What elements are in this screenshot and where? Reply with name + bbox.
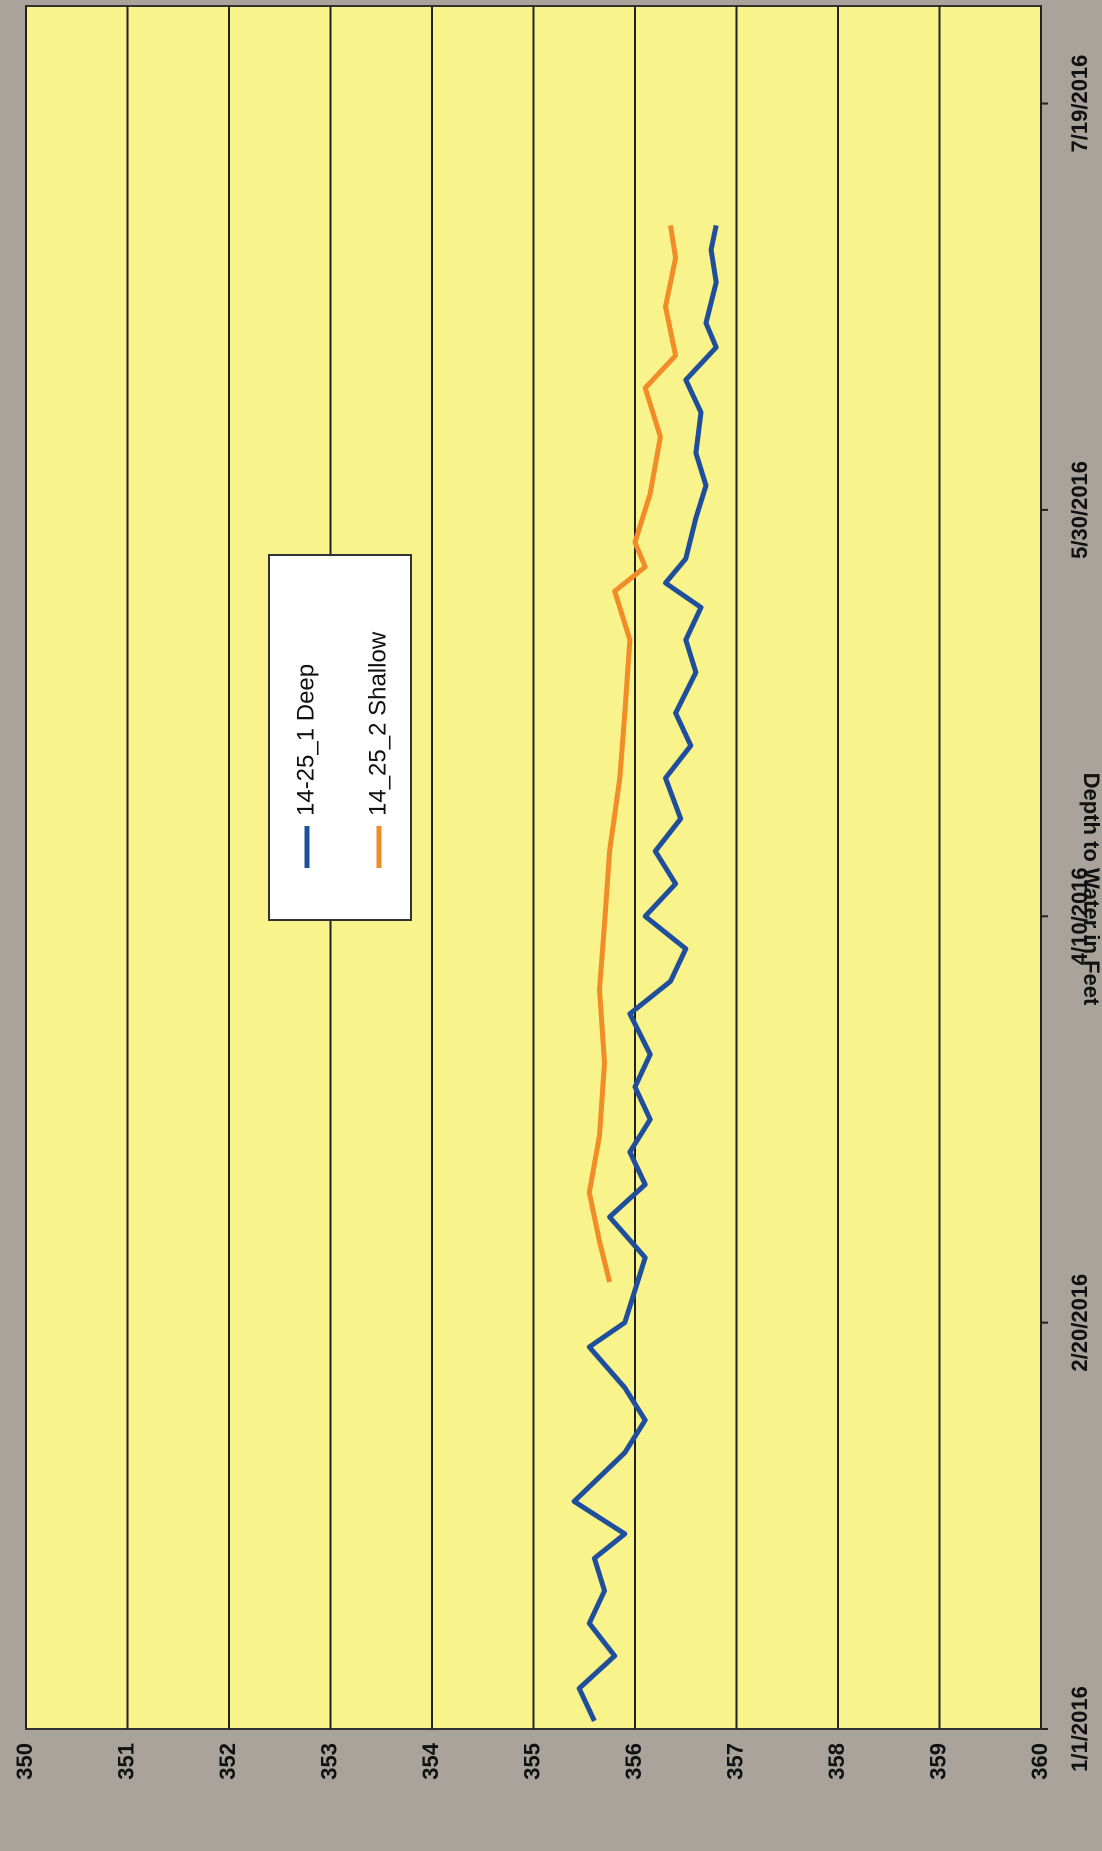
data-line — [586, 225, 679, 1283]
y-tick-label: 354 — [418, 1742, 443, 1779]
y-tick-label: 350 — [12, 1743, 37, 1780]
y-tick-label: 360 — [1027, 1743, 1052, 1780]
y-tick-label: 356 — [621, 1743, 646, 1780]
x-tick-label: 2/20/2016 — [1067, 1274, 1092, 1372]
x-tick-label: 5/30/2016 — [1067, 461, 1092, 559]
y-axis-title: Depth to Water in Feet — [1079, 773, 1102, 1006]
y-tick-label: 355 — [519, 1743, 544, 1780]
legend-label: 14-25_1 Deep — [292, 664, 319, 816]
x-tick-label: 4/10/2016 — [1067, 867, 1092, 965]
legend-label: 14_25_2 Shallow — [364, 631, 391, 816]
y-tick-label: 351 — [113, 1743, 138, 1780]
y-tick-label: 357 — [722, 1743, 747, 1780]
y-tick-label: 359 — [925, 1743, 950, 1780]
x-tick-label: 1/1/2016 — [1067, 1686, 1092, 1772]
data-line — [571, 224, 719, 1722]
chart-frame: Depth to Water in Feet 350 351 352 353 354 35… — [12, 5, 1102, 1780]
y-tick-label: 352 — [215, 1743, 240, 1780]
x-tick-label: 7/19/2016 — [1067, 55, 1092, 153]
y-tick-label: 358 — [824, 1743, 849, 1780]
y-tick-label: 353 — [316, 1743, 341, 1780]
